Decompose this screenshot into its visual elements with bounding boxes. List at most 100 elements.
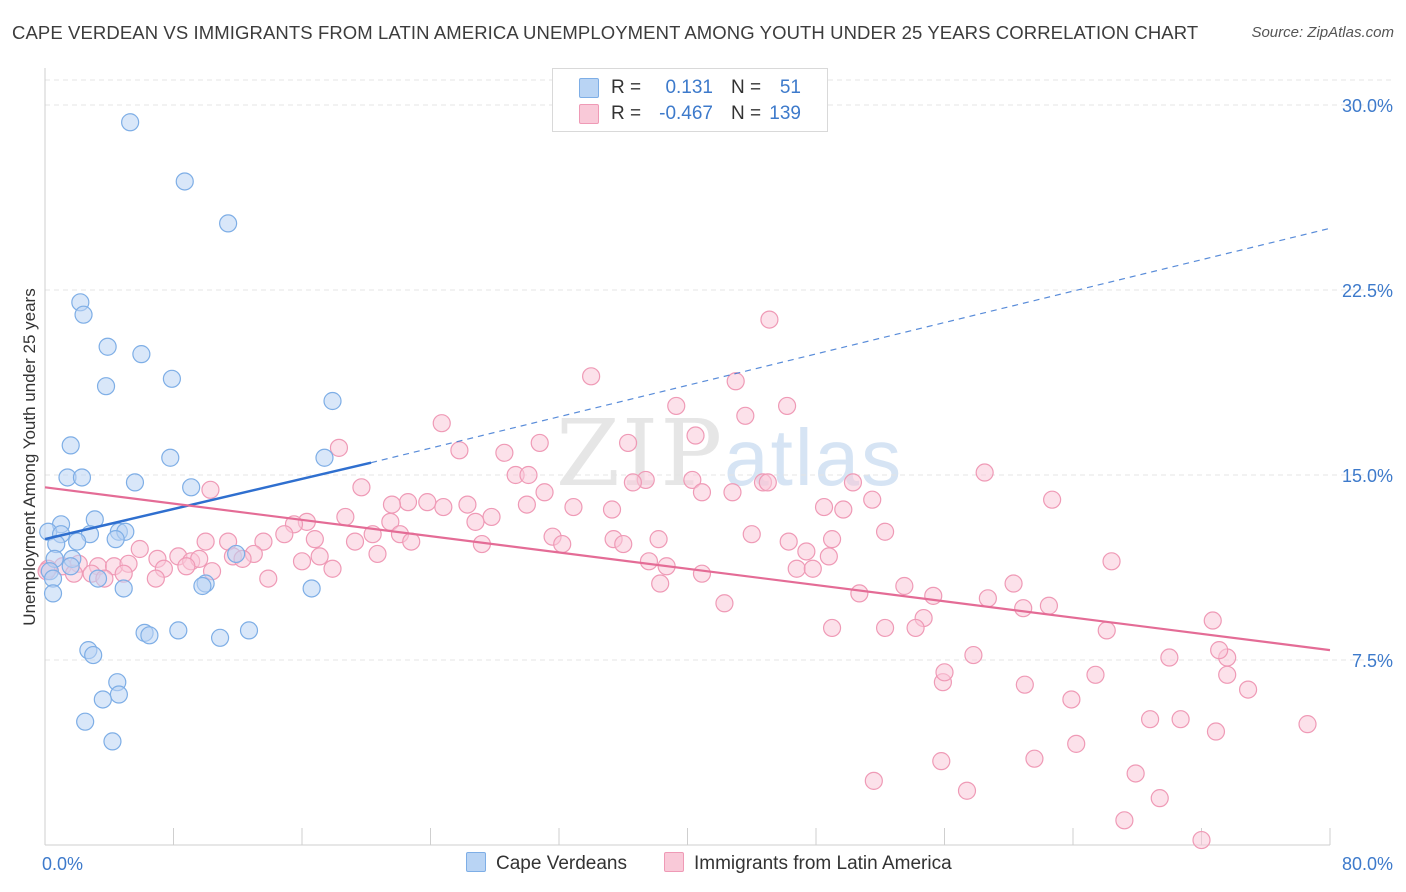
latin-america-point (726, 372, 745, 391)
cape-verdean-point (175, 172, 194, 191)
latin-america-point (723, 483, 742, 502)
latin-america-point (517, 495, 536, 514)
latin-america-point (1171, 710, 1190, 729)
y-tick-label: 30.0% (1342, 96, 1393, 116)
cape-verdean-point (302, 579, 321, 598)
latin-america-point (146, 569, 165, 588)
cape-verdean-point (210, 628, 230, 647)
latin-america-point (530, 433, 549, 453)
cape-verdean-point (74, 305, 93, 324)
latin-america-point (639, 552, 659, 571)
series-name: Cape Verdeans (496, 853, 627, 874)
latin-america-point (275, 525, 294, 544)
latin-america-point (458, 495, 477, 514)
cape-verdean-point (61, 557, 80, 576)
cape-verdean-point (169, 621, 188, 640)
latin-america-point (906, 618, 925, 638)
latin-america-point (822, 530, 842, 549)
latin-america-point (418, 493, 437, 512)
series-legend-cape-verdeans: Cape Verdeans (466, 852, 627, 875)
latin-america-point (760, 310, 779, 329)
cape-verdean-point (121, 113, 140, 132)
legend-r-label: R = (611, 77, 642, 98)
latin-america-point (402, 532, 421, 551)
latin-america-point (482, 507, 501, 527)
latin-america-point (292, 552, 312, 571)
latin-america-point (254, 532, 273, 551)
latin-america-point (1062, 690, 1081, 709)
legend-r-label: R = (611, 103, 642, 124)
latin-america-point (329, 438, 349, 457)
cape-verdean-point (43, 584, 63, 603)
latin-america-point (450, 441, 469, 460)
latin-america-point (822, 618, 842, 638)
cape-verdean-point (96, 377, 116, 396)
x-tick-label: 80.0% (1342, 854, 1393, 874)
cape-verdean-point (93, 690, 112, 709)
cape-verdean-point (162, 369, 181, 388)
source-label: Source: ZipAtlas.com (1251, 24, 1394, 41)
latin-america-point (895, 576, 914, 596)
chart-title: CAPE VERDEAN VS IMMIGRANTS FROM LATIN AM… (12, 22, 1199, 43)
latin-america-point (779, 532, 798, 551)
latin-america-point (875, 618, 895, 638)
latin-america-point (667, 396, 686, 416)
latin-america-point (1206, 722, 1226, 741)
latin-america-point (978, 589, 997, 608)
latin-america-point (352, 478, 371, 497)
latin-america-point (814, 497, 834, 517)
latin-america-point (803, 559, 822, 578)
y-tick-label: 15.0% (1342, 466, 1393, 486)
latin-america-point (564, 497, 583, 517)
cape-verdean-point (193, 576, 212, 596)
cape-verdean-point (182, 478, 201, 497)
latin-america-point (305, 530, 324, 549)
cape-verdean-point (140, 626, 159, 645)
latin-america-point (686, 426, 705, 445)
y-axis-label: Unemployment Among Youth under 25 years (20, 288, 39, 626)
latin-america-point (345, 532, 365, 551)
latin-america-point (582, 367, 601, 386)
latin-america-point (382, 495, 402, 514)
latin-america-point (819, 547, 838, 566)
latin-america-point (368, 544, 387, 564)
latin-america-point (1015, 675, 1034, 694)
cape-verdean-point (125, 473, 145, 492)
latin-america-point (777, 396, 797, 416)
cape-verdean-point (68, 532, 87, 551)
correlation-legend: R = 0.131 N = 51 R = -0.467 N = 139 (552, 68, 828, 132)
latin-america-point (602, 500, 622, 519)
latin-america-point (434, 497, 453, 517)
latin-america-point (964, 645, 983, 665)
latin-america-point (1043, 490, 1062, 509)
latin-america-point (863, 490, 882, 509)
latin-america-point (1150, 789, 1169, 808)
latin-america-point (957, 781, 977, 800)
series-swatch-pink (664, 852, 684, 872)
cape-verdean-point (98, 337, 117, 356)
latin-america-point (649, 530, 668, 549)
latin-america-point (736, 406, 755, 425)
cape-verdean-point (239, 621, 259, 640)
latin-america-point (466, 512, 485, 531)
cape-verdean-point (323, 391, 342, 411)
latin-america-point (864, 771, 883, 790)
cape-verdean-point (219, 214, 238, 233)
latin-america-point (196, 532, 215, 551)
x-tick-label: 0.0% (42, 854, 83, 874)
latin-america-point (623, 473, 642, 492)
latin-america-point (683, 470, 702, 490)
cape-verdean-point (88, 569, 108, 588)
cape-verdean-point (72, 468, 92, 487)
cape-verdean-point (227, 544, 246, 564)
legend-r-value: -0.467 (659, 103, 713, 124)
latin-america-point (875, 522, 895, 541)
latin-america-point (618, 433, 638, 453)
latin-america-point (1004, 574, 1023, 593)
latin-america-point (1218, 665, 1237, 684)
legend-n-value: 139 (769, 103, 801, 124)
latin-america-point (758, 473, 777, 492)
latin-america-point (323, 559, 342, 578)
cape-verdean-point (84, 645, 103, 665)
latin-america-point (614, 534, 633, 554)
